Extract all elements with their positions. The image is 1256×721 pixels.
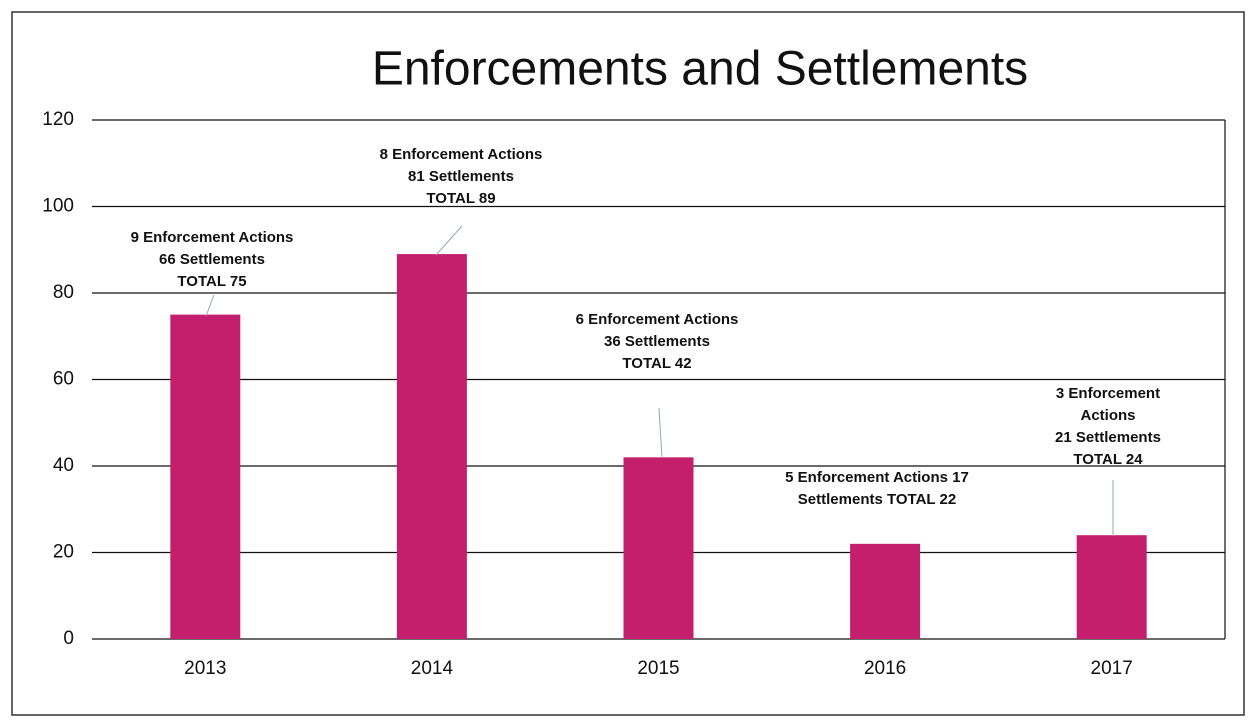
- y-tick-label: 80: [53, 282, 74, 303]
- bar: [1076, 535, 1147, 639]
- data-label: 21 Settlements: [1055, 429, 1161, 446]
- leader-line: [205, 294, 215, 317]
- leader-line: [658, 407, 663, 459]
- data-label: Actions: [1080, 407, 1135, 424]
- data-label: TOTAL 75: [177, 273, 246, 290]
- data-label: 66 Settlements: [159, 251, 265, 268]
- data-label: TOTAL 42: [622, 355, 691, 372]
- data-label: 8 Enforcement Actions: [380, 146, 543, 163]
- y-tick-label: 60: [53, 369, 74, 390]
- bar: [170, 314, 241, 639]
- y-tick-label: 40: [53, 455, 74, 476]
- data-label: Settlements TOTAL 22: [798, 491, 956, 508]
- data-label: TOTAL 24: [1073, 451, 1143, 468]
- y-tick-label: 0: [63, 628, 74, 649]
- data-label: 81 Settlements: [408, 168, 514, 185]
- bar: [396, 254, 467, 639]
- data-label: 36 Settlements: [604, 333, 710, 350]
- bar: [623, 457, 694, 639]
- y-tick-label: 120: [42, 109, 74, 130]
- data-label: TOTAL 89: [426, 190, 495, 207]
- data-label: 9 Enforcement Actions: [131, 229, 294, 246]
- y-tick-label: 20: [53, 542, 74, 563]
- data-label: 3 Enforcement: [1056, 385, 1160, 402]
- y-tick-label: 100: [42, 196, 74, 217]
- x-tick-label: 2016: [864, 658, 906, 679]
- x-tick-label: 2014: [411, 658, 454, 679]
- leader-line: [435, 225, 463, 256]
- data-label: 6 Enforcement Actions: [576, 311, 739, 328]
- x-tick-label: 2015: [637, 658, 679, 679]
- x-tick-label: 2013: [184, 658, 226, 679]
- data-label: 5 Enforcement Actions 17: [785, 469, 969, 486]
- frame: [11, 11, 1245, 716]
- bar: [850, 543, 921, 639]
- chart-title: Enforcements and Settlements: [372, 43, 1028, 96]
- x-tick-label: 2017: [1091, 658, 1133, 679]
